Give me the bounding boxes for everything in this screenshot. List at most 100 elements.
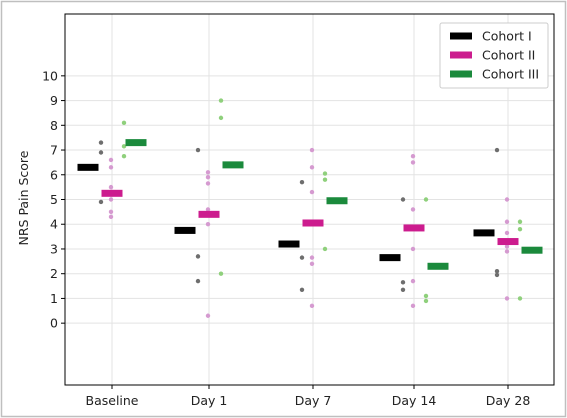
- data-point: [205, 313, 211, 318]
- legend-swatch: [450, 70, 472, 78]
- y-tick-label: 7: [50, 143, 58, 158]
- mean-bar: [278, 240, 300, 248]
- mean-bar: [326, 197, 348, 205]
- x-tick-label: Day 7: [295, 393, 332, 408]
- y-tick-label: 4: [50, 217, 58, 232]
- data-point: [400, 280, 406, 285]
- data-point: [121, 144, 127, 149]
- data-point: [218, 271, 224, 276]
- data-point: [423, 197, 429, 202]
- x-tick-label: Day 14: [392, 393, 437, 408]
- data-point: [108, 197, 114, 202]
- data-point: [322, 171, 328, 176]
- y-tick-label: 6: [50, 167, 58, 182]
- data-point: [410, 246, 416, 252]
- data-point: [98, 199, 104, 205]
- data-point: [504, 296, 510, 301]
- y-tick-label: 3: [50, 241, 58, 256]
- data-point: [309, 165, 315, 170]
- data-point: [299, 287, 305, 292]
- data-point: [400, 197, 406, 202]
- mean-bar: [222, 161, 244, 169]
- mean-bar: [473, 229, 495, 237]
- y-tick-label: 1: [50, 291, 58, 306]
- data-point: [517, 296, 523, 301]
- mean-bar: [77, 163, 99, 171]
- data-point: [423, 293, 429, 299]
- y-tick-label: 2: [50, 266, 58, 281]
- data-point: [121, 154, 127, 159]
- points-layer: [98, 98, 523, 318]
- legend-label: Cohort III: [482, 67, 539, 82]
- data-point: [195, 278, 201, 284]
- data-point: [195, 254, 201, 259]
- x-tick-label: Day 28: [486, 393, 531, 408]
- means-layer: [77, 139, 543, 270]
- data-point: [205, 175, 211, 180]
- data-point: [121, 120, 127, 126]
- data-point: [517, 219, 523, 224]
- data-point: [504, 197, 510, 202]
- legend-label: Cohort I: [482, 29, 532, 44]
- data-point: [322, 246, 328, 252]
- y-tick-label: 9: [50, 93, 58, 108]
- mean-bar: [198, 210, 220, 218]
- data-point: [98, 150, 104, 155]
- data-point: [108, 209, 114, 215]
- y-tick-label: 5: [50, 192, 58, 207]
- mean-bar: [403, 224, 425, 232]
- data-point: [309, 261, 315, 267]
- x-tick-label: Baseline: [86, 393, 139, 408]
- y-tick-label: 10: [42, 68, 58, 83]
- data-point: [517, 226, 523, 232]
- data-point: [322, 177, 328, 182]
- data-point: [299, 255, 305, 260]
- legend-label: Cohort II: [482, 48, 535, 63]
- data-point: [205, 181, 211, 186]
- data-point: [108, 184, 114, 190]
- data-point: [195, 147, 201, 153]
- data-point: [410, 160, 416, 165]
- legend-swatch: [450, 32, 472, 40]
- legend: Cohort I Cohort II Cohort III: [439, 22, 549, 89]
- y-tick-label: 0: [50, 316, 58, 331]
- data-point: [410, 303, 416, 309]
- data-point: [504, 244, 510, 249]
- data-point: [108, 214, 114, 220]
- data-point: [504, 249, 510, 254]
- data-point: [218, 115, 224, 121]
- data-point: [218, 98, 224, 103]
- data-point: [410, 278, 416, 284]
- data-point: [504, 219, 510, 224]
- data-point: [309, 189, 315, 195]
- x-tick-label: Day 1: [191, 393, 228, 408]
- data-point: [98, 140, 104, 145]
- data-point: [494, 272, 500, 278]
- data-point: [309, 255, 315, 260]
- data-point: [108, 165, 114, 170]
- data-point: [309, 147, 315, 153]
- data-point: [400, 287, 406, 292]
- data-point: [108, 157, 114, 163]
- mean-bar: [497, 238, 519, 246]
- data-point: [410, 207, 416, 212]
- mean-bar: [125, 139, 147, 147]
- data-point: [423, 298, 429, 304]
- mean-bar: [521, 246, 543, 254]
- legend-swatch: [450, 51, 472, 59]
- mean-bar: [427, 262, 449, 270]
- mean-bar: [379, 254, 401, 262]
- axis-layer: 0 1 2 3 4 5 6 7 8 9 10 Baseline Day 1 Day 7 Day 14 Day …: [42, 13, 555, 408]
- data-point: [494, 147, 500, 153]
- data-point: [205, 222, 211, 227]
- data-point: [299, 179, 305, 185]
- mean-bar: [174, 226, 196, 234]
- data-point: [205, 207, 211, 212]
- data-point: [410, 154, 416, 159]
- y-axis-title: NRS Pain Score: [16, 150, 31, 245]
- mean-bar: [302, 219, 324, 227]
- mean-bar: [101, 189, 123, 197]
